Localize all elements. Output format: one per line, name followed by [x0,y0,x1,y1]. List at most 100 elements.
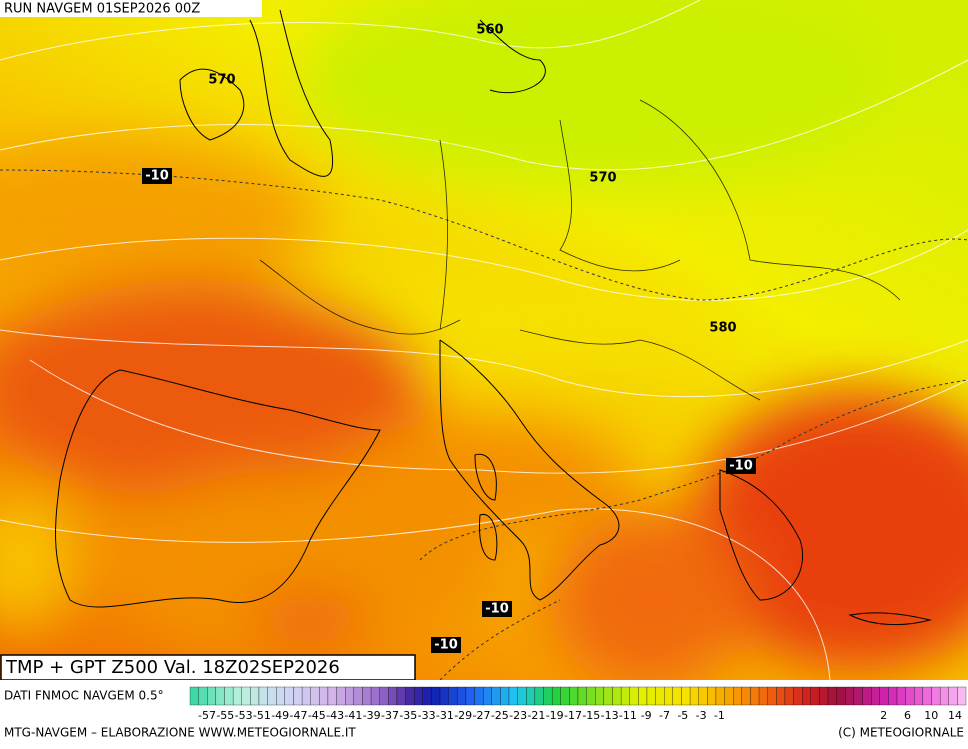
colorbar-box [871,686,880,706]
colorbar-box [267,686,277,706]
colorbar-box [569,686,579,706]
colorbar-box [776,686,786,706]
colorbar-box [517,686,527,706]
colorbar-box [491,686,501,706]
colorbar-box [862,686,872,706]
colorbar-box [957,686,967,706]
colorbar-box [836,686,846,706]
colorbar-label: -23 [509,709,527,722]
map-title: TMP + GPT Z500 Val. 18Z02SEP2026 [5,657,340,678]
colorbar-label: -1 [714,709,725,722]
colorbar-box [319,686,329,706]
colorbar-box [396,686,406,706]
colorbar-box [802,686,811,706]
colorbar-label: -39 [363,709,381,722]
colorbar-label: -7 [659,709,670,722]
colorbar-box [422,686,432,706]
colorbar-box [448,686,458,706]
colorbar-box [888,686,898,706]
colorbar-box [603,686,613,706]
contour-label: 570 [589,171,616,186]
colorbar-box [465,686,475,706]
colorbar-box [276,686,285,706]
contour-label: 580 [709,321,736,336]
colorbar-box [439,686,449,706]
colorbar-box [905,686,915,706]
colorbar-label: 14 [948,709,962,722]
colorbar-box [819,686,829,706]
colorbar-box [810,686,820,706]
colorbar-box [896,686,906,706]
colorbar-label: 10 [924,709,938,722]
colorbar-box [336,686,346,706]
colorbar-box [931,686,941,706]
colorbar-box [189,686,199,706]
colorbar-box [586,686,596,706]
colorbar-label: -29 [454,709,472,722]
colorbar-box [224,686,234,706]
colorbar-box [793,686,803,706]
colorbar-box [327,686,337,706]
colorbar-box [500,686,510,706]
colorbar-box [577,686,587,706]
colorbar-label: -37 [381,709,399,722]
colorbar-box [595,686,605,706]
colorbar-label: -31 [436,709,454,722]
copyright: (C) METEOGIORNALE [838,726,964,740]
geopotential-contours [0,0,968,680]
colorbar-label: -33 [418,709,436,722]
colorbar-box [293,686,303,706]
colorbar-box [198,686,208,706]
coastlines [55,9,931,626]
temperature-label: -10 [485,602,509,617]
colorbar-box [483,686,492,706]
colorbar-box [707,686,717,706]
colorbar-box [362,686,372,706]
colorbar-box [474,686,484,706]
colorbar-box [939,686,949,706]
colorbar-label: -49 [271,709,289,722]
colorbar-box [698,686,708,706]
colorbar-box [560,686,570,706]
colorbar-label: -35 [399,709,417,722]
colorbar-label: -27 [473,709,491,722]
colorbar-box [784,686,794,706]
temperature-label-box [726,458,756,474]
colorbar-box [414,686,423,706]
colorbar-box [715,686,725,706]
borders [259,99,901,401]
colorbar-box [379,686,389,706]
contour-label: 560 [476,23,503,38]
temperature-label-box [482,601,512,617]
colorbar-box [405,686,415,706]
colorbar-label: -45 [308,709,326,722]
colorbar-box [646,686,656,706]
colorbar-box [914,686,924,706]
colorbar-label: -43 [326,709,344,722]
colorbar-label: -25 [491,709,509,722]
temperature-field [0,0,968,680]
title-box [0,654,416,680]
colorbar-box [750,686,760,706]
colorbar-box [250,686,260,706]
map: RUN NAVGEM 01SEP2026 00Z 560 570 570 580… [0,0,968,680]
colorbar-box [724,686,734,706]
colorbar-box [526,686,536,706]
colorbar-label: -11 [619,709,637,722]
colorbar-box [629,686,639,706]
colorbar-box [241,686,251,706]
colorbar-box [457,686,467,706]
contour-label: 570 [208,73,235,88]
colorbar-box [431,686,441,706]
colorbar-label: -55 [216,709,234,722]
colorbar-box [353,686,363,706]
colorbar-box [664,686,673,706]
colorbar-box [758,686,768,706]
colorbar-box [681,686,691,706]
temperature-label: -10 [434,638,458,653]
temperature-contours [0,169,968,680]
colorbar-box [638,686,648,706]
colorbar-label: 2 [880,709,887,722]
